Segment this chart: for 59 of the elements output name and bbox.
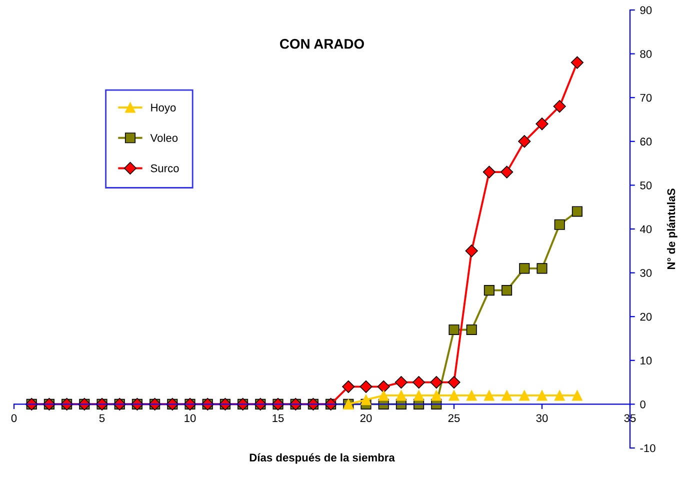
- legend-label: Surco: [150, 164, 179, 172]
- y-tick-label: 60: [640, 138, 652, 146]
- y-tick-label: 20: [640, 312, 652, 321]
- point: [500, 166, 514, 178]
- y-tick-label: 40: [640, 225, 652, 234]
- x-tick-label: 0: [11, 414, 17, 422]
- point: [430, 376, 443, 389]
- point: [378, 390, 389, 401]
- point: [554, 219, 565, 230]
- y-tick-label: 0: [640, 400, 646, 408]
- y-tick-label: 30: [640, 269, 652, 277]
- point: [394, 376, 408, 389]
- point: [448, 324, 460, 336]
- text: CON ARADO: [280, 38, 364, 49]
- point: [536, 263, 548, 274]
- x-tick-label: 10: [184, 414, 196, 422]
- point: [536, 390, 548, 401]
- point: [518, 135, 531, 148]
- point: [484, 285, 494, 296]
- y-tick-label: 80: [640, 50, 652, 58]
- point: [482, 166, 496, 178]
- x-axis-title: Días después de la siembra: [250, 453, 395, 464]
- point: [519, 390, 530, 401]
- point: [519, 263, 530, 274]
- x-tick-label: 20: [360, 414, 372, 422]
- y-tick-label: 50: [640, 181, 652, 190]
- point: [554, 390, 565, 401]
- point: [570, 56, 584, 69]
- x-tick-label: 30: [536, 414, 548, 422]
- point: [484, 390, 494, 401]
- point: [448, 390, 460, 401]
- x-tick-label: 25: [448, 414, 460, 422]
- legend-label: Voleo: [150, 134, 178, 142]
- x-tick-label: 15: [272, 414, 284, 422]
- point: [448, 376, 460, 389]
- point: [360, 394, 372, 406]
- point: [536, 118, 548, 130]
- y-axis-title: N° de plántulaS: [666, 188, 678, 270]
- point: [396, 390, 406, 401]
- point: [466, 324, 477, 336]
- point: [572, 390, 582, 401]
- y-tick-label: -10: [640, 444, 656, 452]
- y-tick-label: 10: [640, 356, 652, 365]
- point: [377, 380, 390, 393]
- point: [342, 380, 355, 393]
- y-tick-label: 90: [640, 6, 652, 14]
- x-tick-label: 5: [99, 414, 105, 422]
- point: [412, 376, 426, 389]
- point: [465, 244, 478, 258]
- point: [572, 206, 582, 217]
- point: [502, 390, 512, 401]
- point: [414, 390, 424, 401]
- point: [431, 390, 442, 401]
- point: [553, 100, 566, 113]
- point: [360, 380, 372, 393]
- legend-label: Hoyo: [151, 104, 176, 114]
- point: [502, 285, 512, 296]
- point: [466, 390, 477, 401]
- y-tick-label: 70: [640, 94, 652, 102]
